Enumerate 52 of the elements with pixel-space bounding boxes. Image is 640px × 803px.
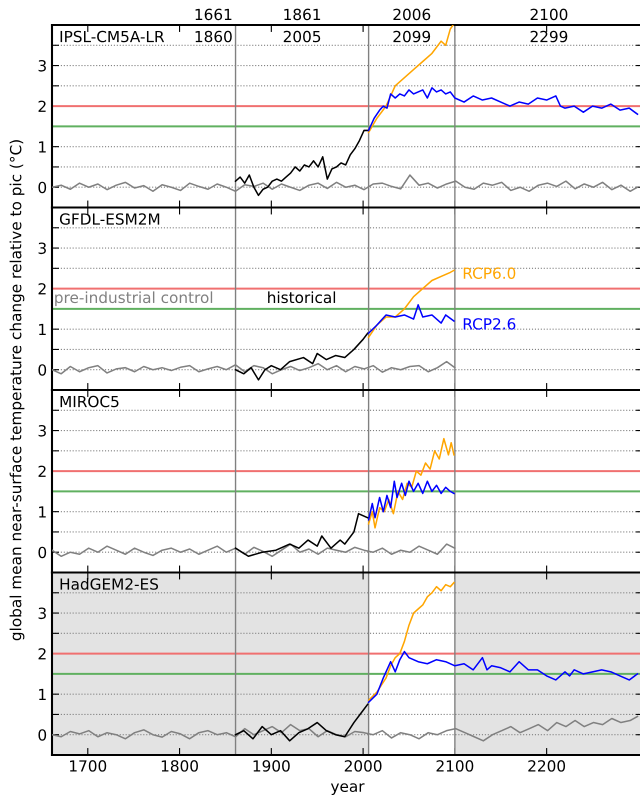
line-series [234,704,368,742]
line-series [368,582,455,702]
y-tick-label: 0 [38,546,46,558]
series-label: RCP2.6 [464,318,516,330]
text: pre-industrial control [55,291,212,306]
line-series [368,480,455,521]
annotation: 2099 [393,30,430,42]
line-series [234,512,368,558]
chart-title: GFDL-ESM2M [60,213,160,225]
text: 2100 [530,8,568,20]
annotation: 2005 [284,30,320,42]
y-tick-label: 1 [39,324,46,335]
x-tick-label: 1900 [254,760,290,772]
text: historical [268,291,336,304]
x-axis-title: year [330,783,365,795]
chart-title: MIROC5 [60,396,118,408]
chart-title: IPSL-CM5A-LR [60,30,164,42]
y-tick-label: 3 [38,425,46,437]
y-tick-label: 0 [38,182,46,194]
annotation: 1860 [196,30,232,42]
x-tick-label: 2200 [528,760,566,772]
y-tick-label: 1 [39,688,46,700]
y-tick-label: 2 [38,283,46,294]
text: 1861 [284,8,320,20]
y-tick-label: 2 [38,466,46,477]
x-tick-label: 2000 [344,760,382,772]
y-tick-label: 2 [38,648,46,660]
y-tick-label: 3 [38,60,46,72]
line-series [368,270,455,338]
line-series [234,130,368,196]
line-series [368,650,638,704]
x-tick-label: 2100 [436,760,474,772]
y-tick-label: 3 [38,242,46,254]
text: 1661 [196,8,232,20]
text: 2006 [393,8,430,20]
y-tick-label: 3 [38,608,46,620]
chart-title: HadGEM2-ES [60,578,158,590]
y-tick-label: 1 [39,141,46,152]
x-tick-label: 1800 [162,760,198,772]
line-series [368,87,638,132]
y-tick-label: 2 [38,100,46,112]
line-series [368,25,454,134]
y-tick-label: 0 [38,364,46,376]
annotation: 2299 [530,30,568,42]
line-series [368,304,455,334]
line-series [368,438,455,529]
y-tick-label: 0 [38,729,46,741]
x-tick-label: 1700 [70,760,106,772]
y-tick-label: 1 [39,506,46,518]
y-axis-title: global mean near-surface temperature change relative to pic (°C) [10,140,24,640]
series-label: RCP6.0 [464,267,516,279]
line-series [234,332,368,381]
